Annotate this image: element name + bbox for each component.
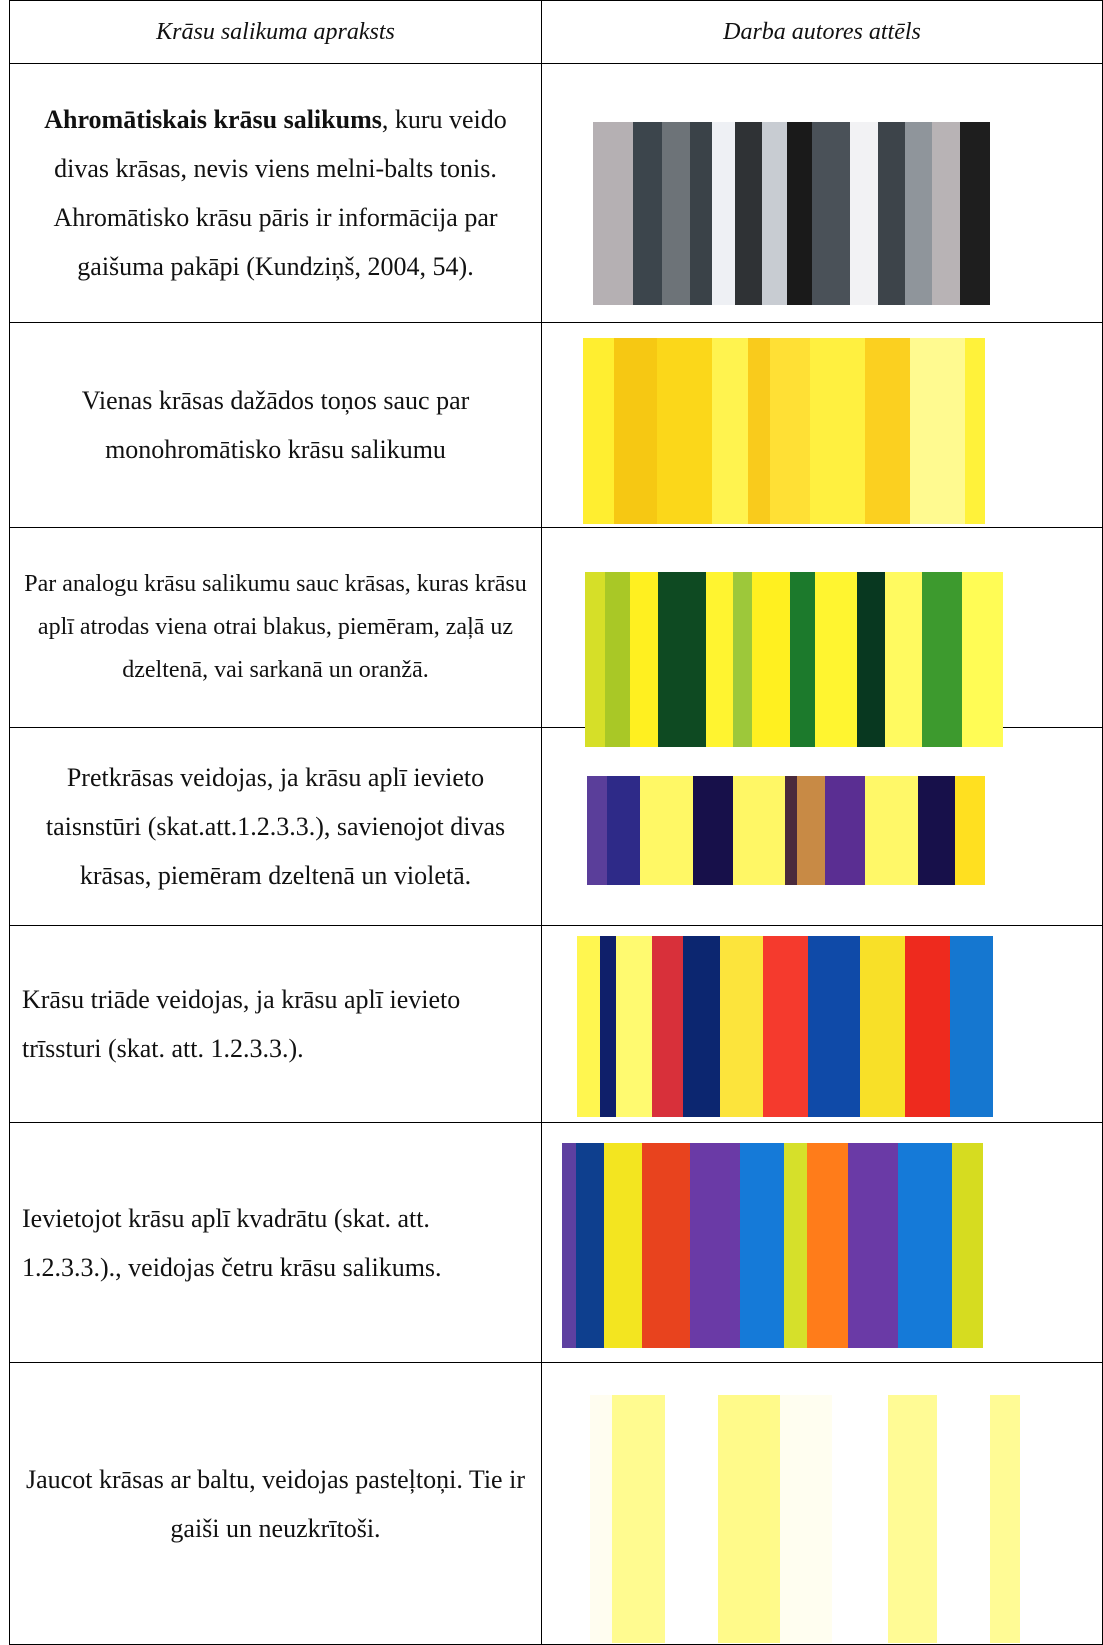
stripe: [718, 1395, 780, 1643]
stripe: [918, 776, 955, 885]
stripe: [585, 572, 605, 747]
stripe: [587, 776, 607, 885]
stripe: [630, 572, 658, 747]
stripe: [950, 936, 993, 1117]
stripe: [733, 776, 785, 885]
stripe: [576, 1143, 604, 1348]
stripe: [612, 1395, 665, 1643]
stripe: [693, 776, 733, 885]
stripe: [640, 776, 693, 885]
stripe: [885, 572, 922, 747]
stripe: [955, 776, 985, 885]
stripe: [922, 572, 962, 747]
stripe: [937, 1395, 990, 1643]
stripe: [812, 122, 850, 305]
stripe: [888, 1395, 937, 1643]
stripe: [600, 936, 616, 1117]
stripe: [752, 572, 790, 747]
stripe: [605, 572, 630, 747]
stripe: [910, 338, 965, 524]
stripe: [787, 122, 812, 305]
stripe: [614, 338, 657, 524]
stripe: [990, 1395, 1020, 1643]
stripe: [784, 1143, 807, 1348]
stripe: [665, 1395, 718, 1643]
stripe: [633, 122, 662, 305]
stripe: [850, 122, 878, 305]
stripe: [878, 122, 905, 305]
stripe: [932, 122, 960, 305]
stripe: [690, 122, 712, 305]
stripe: [642, 1143, 690, 1348]
stripe: [762, 122, 787, 305]
stripe: [797, 776, 825, 885]
page: Krāsu salikuma apraksts Darba autores at…: [0, 0, 1103, 1643]
stripe: [607, 776, 640, 885]
stripe: [905, 122, 932, 305]
stripe: [593, 122, 633, 305]
stripe: [952, 1143, 983, 1348]
stripe: [720, 936, 763, 1117]
stripe: [962, 572, 1003, 747]
stripe: [657, 338, 712, 524]
stripe: [658, 572, 706, 747]
stripe: [810, 338, 865, 524]
stripe: [583, 338, 614, 524]
stripe: [808, 936, 860, 1117]
stripe: [832, 1395, 888, 1643]
stripe: [577, 936, 600, 1117]
stripe: [590, 1395, 612, 1643]
stripe: [815, 572, 857, 747]
stripe: [865, 338, 910, 524]
stripe: [905, 936, 950, 1117]
stripe: [740, 1143, 784, 1348]
stripe: [898, 1143, 952, 1348]
stripe: [616, 936, 652, 1117]
stripe: [604, 1143, 642, 1348]
stripe: [780, 1395, 832, 1643]
stripe: [807, 1143, 848, 1348]
images: [0, 0, 1103, 1643]
stripe: [712, 338, 748, 524]
stripe: [848, 1143, 898, 1348]
stripe: [785, 776, 797, 885]
stripe: [965, 338, 985, 524]
stripe: [562, 1143, 576, 1348]
stripe: [706, 572, 733, 747]
stripe: [662, 122, 690, 305]
stripe: [748, 338, 770, 524]
stripe: [735, 122, 762, 305]
stripe: [712, 122, 735, 305]
stripe: [770, 338, 810, 524]
stripe: [733, 572, 752, 747]
stripe: [960, 122, 990, 305]
stripe: [652, 936, 683, 1117]
stripe: [683, 936, 720, 1117]
stripe: [865, 776, 918, 885]
stripe: [690, 1143, 740, 1348]
stripe: [857, 572, 885, 747]
stripe: [860, 936, 905, 1117]
stripe: [825, 776, 865, 885]
stripe: [763, 936, 808, 1117]
stripe: [790, 572, 815, 747]
